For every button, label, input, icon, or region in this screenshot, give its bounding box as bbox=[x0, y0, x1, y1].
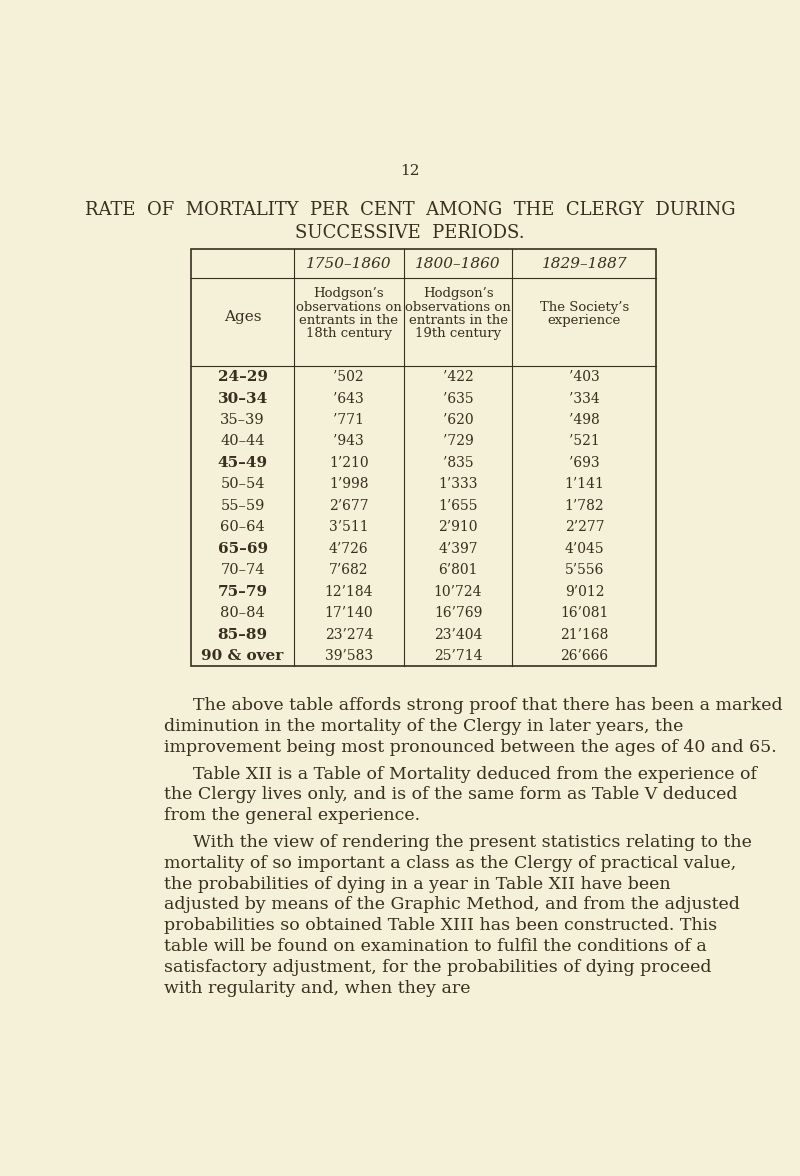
Text: 30–34: 30–34 bbox=[218, 392, 268, 406]
Text: 40–44: 40–44 bbox=[220, 434, 265, 448]
Text: 65–69: 65–69 bbox=[218, 542, 268, 556]
Text: 85–89: 85–89 bbox=[218, 628, 268, 642]
Text: 18th century: 18th century bbox=[306, 327, 392, 340]
Text: entrants in the: entrants in the bbox=[299, 314, 398, 327]
Text: 6’801: 6’801 bbox=[438, 563, 478, 577]
Text: 1’333: 1’333 bbox=[438, 477, 478, 492]
Text: 23’274: 23’274 bbox=[325, 628, 373, 642]
Text: with regularity and, when they are: with regularity and, when they are bbox=[163, 980, 470, 996]
Text: observations on: observations on bbox=[296, 301, 402, 314]
Text: observations on: observations on bbox=[405, 301, 511, 314]
Text: 1’782: 1’782 bbox=[565, 499, 604, 513]
Text: 1’998: 1’998 bbox=[329, 477, 369, 492]
Text: 1’210: 1’210 bbox=[329, 456, 369, 470]
Text: 17’140: 17’140 bbox=[325, 606, 373, 620]
Text: 2’677: 2’677 bbox=[329, 499, 369, 513]
Text: 21’168: 21’168 bbox=[560, 628, 609, 642]
Text: 70–74: 70–74 bbox=[220, 563, 265, 577]
Text: With the view of rendering the present statistics relating to the: With the view of rendering the present s… bbox=[193, 834, 752, 851]
Text: 12: 12 bbox=[400, 165, 420, 179]
Text: ’334: ’334 bbox=[569, 392, 600, 406]
Text: 1’141: 1’141 bbox=[565, 477, 604, 492]
Text: 26’666: 26’666 bbox=[560, 649, 609, 663]
Text: Hodgson’s: Hodgson’s bbox=[422, 287, 494, 300]
Text: 24–29: 24–29 bbox=[218, 370, 267, 385]
Bar bbox=[191, 249, 657, 667]
Text: 39’583: 39’583 bbox=[325, 649, 373, 663]
Text: the probabilities of dying in a year in Table XII have been: the probabilities of dying in a year in … bbox=[163, 876, 670, 893]
Text: satisfactory adjustment, for the probabilities of dying proceed: satisfactory adjustment, for the probabi… bbox=[163, 958, 711, 976]
Text: 90 & over: 90 & over bbox=[202, 649, 284, 663]
Text: 3’511: 3’511 bbox=[329, 520, 369, 534]
Text: 1800–1860: 1800–1860 bbox=[415, 256, 501, 270]
Text: experience: experience bbox=[548, 314, 621, 327]
Text: from the general experience.: from the general experience. bbox=[163, 807, 420, 824]
Text: 19th century: 19th century bbox=[415, 327, 501, 340]
Text: Hodgson’s: Hodgson’s bbox=[314, 287, 384, 300]
Text: 1750–1860: 1750–1860 bbox=[306, 256, 391, 270]
Text: ’693: ’693 bbox=[569, 456, 600, 470]
Text: adjusted by means of the Graphic Method, and from the adjusted: adjusted by means of the Graphic Method,… bbox=[163, 896, 739, 914]
Text: 2’277: 2’277 bbox=[565, 520, 604, 534]
Text: ’643: ’643 bbox=[334, 392, 364, 406]
Text: The Society’s: The Society’s bbox=[540, 301, 629, 314]
Text: 45–49: 45–49 bbox=[218, 456, 268, 470]
Text: 16’769: 16’769 bbox=[434, 606, 482, 620]
Text: 4’397: 4’397 bbox=[438, 542, 478, 556]
Text: ’635: ’635 bbox=[442, 392, 474, 406]
Text: 9’012: 9’012 bbox=[565, 584, 604, 599]
Text: mortality of so important a class as the Clergy of practical value,: mortality of so important a class as the… bbox=[163, 855, 736, 871]
Text: ’771: ’771 bbox=[334, 413, 364, 427]
Text: 16’081: 16’081 bbox=[560, 606, 609, 620]
Text: Table XII is a Table of Mortality deduced from the experience of: Table XII is a Table of Mortality deduce… bbox=[193, 766, 757, 782]
Text: ’729: ’729 bbox=[442, 434, 474, 448]
Text: entrants in the: entrants in the bbox=[409, 314, 507, 327]
Text: ’403: ’403 bbox=[569, 370, 600, 385]
Text: 50–54: 50–54 bbox=[220, 477, 265, 492]
Text: The above table affords strong proof that there has been a marked: The above table affords strong proof tha… bbox=[193, 697, 782, 714]
Text: 12’184: 12’184 bbox=[325, 584, 373, 599]
Text: 7’682: 7’682 bbox=[329, 563, 369, 577]
Text: 5’556: 5’556 bbox=[565, 563, 604, 577]
Text: ’835: ’835 bbox=[442, 456, 474, 470]
Text: ’620: ’620 bbox=[442, 413, 474, 427]
Text: diminution in the mortality of the Clergy in later years, the: diminution in the mortality of the Clerg… bbox=[163, 717, 683, 735]
Text: 10’724: 10’724 bbox=[434, 584, 482, 599]
Text: probabilities so obtained Table XIII has been constructed. This: probabilities so obtained Table XIII has… bbox=[163, 917, 717, 934]
Text: improvement being most pronounced between the ages of 40 and 65.: improvement being most pronounced betwee… bbox=[163, 739, 776, 756]
Text: 4’726: 4’726 bbox=[329, 542, 369, 556]
Text: the Clergy lives only, and is of the same form as Table V deduced: the Clergy lives only, and is of the sam… bbox=[163, 787, 737, 803]
Text: RATE  OF  MORTALITY  PER  CENT  AMONG  THE  CLERGY  DURING: RATE OF MORTALITY PER CENT AMONG THE CLE… bbox=[85, 201, 735, 219]
Text: 4’045: 4’045 bbox=[565, 542, 604, 556]
Text: ’502: ’502 bbox=[334, 370, 364, 385]
Text: 75–79: 75–79 bbox=[218, 584, 268, 599]
Text: ’521: ’521 bbox=[569, 434, 600, 448]
Text: 25’714: 25’714 bbox=[434, 649, 482, 663]
Text: 60–64: 60–64 bbox=[220, 520, 265, 534]
Text: 1829–1887: 1829–1887 bbox=[542, 256, 627, 270]
Text: ’943: ’943 bbox=[334, 434, 364, 448]
Text: 2’910: 2’910 bbox=[438, 520, 478, 534]
Text: 1’655: 1’655 bbox=[438, 499, 478, 513]
Text: Ages: Ages bbox=[224, 310, 262, 325]
Text: SUCCESSIVE  PERIODS.: SUCCESSIVE PERIODS. bbox=[295, 225, 525, 242]
Text: 80–84: 80–84 bbox=[220, 606, 265, 620]
Text: 23’404: 23’404 bbox=[434, 628, 482, 642]
Text: 55–59: 55–59 bbox=[221, 499, 265, 513]
Text: ’422: ’422 bbox=[442, 370, 474, 385]
Text: 35–39: 35–39 bbox=[220, 413, 265, 427]
Text: ’498: ’498 bbox=[569, 413, 600, 427]
Text: table will be found on examination to fulfil the conditions of a: table will be found on examination to fu… bbox=[163, 938, 706, 955]
